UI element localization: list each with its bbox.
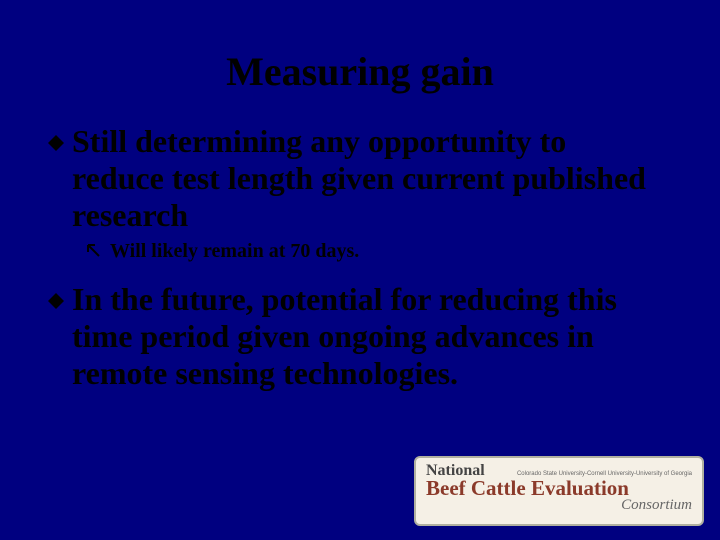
sub-bullet-item: Will likely remain at 70 days. <box>86 239 660 263</box>
bullet-item: Still determining any opportunity to red… <box>48 123 660 233</box>
logo-badge: National Colorado State University-Corne… <box>414 456 704 526</box>
slide-title: Measuring gain <box>0 0 720 123</box>
arrow-bullet-icon <box>86 243 102 259</box>
bullet-text: Still determining any opportunity to red… <box>72 123 660 233</box>
bullet-item: In the future, potential for reducing th… <box>48 281 660 391</box>
bullet-text: In the future, potential for reducing th… <box>72 281 660 391</box>
logo-main-text: Beef Cattle Evaluation <box>426 478 692 499</box>
diamond-bullet-icon <box>48 293 64 309</box>
sub-bullet-text: Will likely remain at 70 days. <box>110 239 359 263</box>
slide-content: Still determining any opportunity to red… <box>0 123 720 392</box>
logo-consortium-text: Consortium <box>426 497 692 514</box>
diamond-bullet-icon <box>48 135 64 151</box>
